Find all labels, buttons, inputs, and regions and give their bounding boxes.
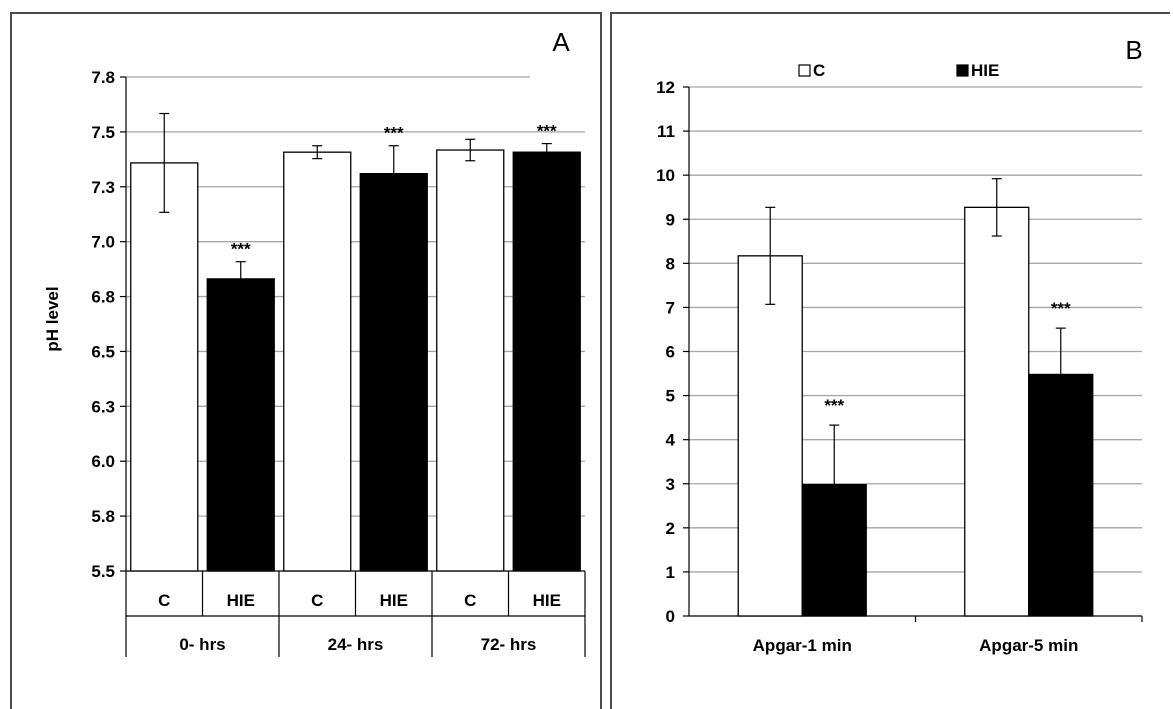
significance-marker: *** xyxy=(824,396,844,415)
y-axis-label: pH level xyxy=(43,286,62,351)
y-tick-label: 2 xyxy=(666,519,675,538)
significance-marker: *** xyxy=(537,122,557,141)
panel-letter-b: B xyxy=(1125,35,1142,65)
significance-marker: *** xyxy=(384,124,404,143)
legend-label-c: C xyxy=(813,61,825,80)
legend-swatch-hie xyxy=(956,64,969,77)
panel-letter-a: A xyxy=(552,27,570,57)
y-tick-label: 6.3 xyxy=(91,397,115,416)
x-tick-label: HIE xyxy=(227,591,255,610)
c-bar xyxy=(283,151,352,572)
y-tick-label: 6 xyxy=(666,343,675,362)
significance-marker: *** xyxy=(231,240,251,259)
y-tick-label: 7 xyxy=(666,298,675,317)
y-tick-label: 3 xyxy=(666,475,675,494)
y-tick-label: 7.8 xyxy=(91,68,115,87)
x-tick-label: C xyxy=(311,591,323,610)
y-tick-label: 7.3 xyxy=(91,178,115,197)
x-tick-label: C xyxy=(464,591,476,610)
group-label: 24- hrs xyxy=(328,635,384,654)
y-tick-label: 4 xyxy=(666,431,676,450)
group-label: 0- hrs xyxy=(179,635,225,654)
hie-bar xyxy=(512,151,581,572)
y-tick-label: 12 xyxy=(656,78,675,97)
legend-label-hie: HIE xyxy=(971,61,999,80)
hie-bar xyxy=(206,278,275,572)
y-tick-label: 0 xyxy=(666,607,675,626)
y-tick-label: 7.5 xyxy=(91,123,115,142)
y-tick-label: 7.0 xyxy=(91,233,115,252)
y-tick-label: 6.0 xyxy=(91,452,115,471)
c-bar xyxy=(130,162,199,572)
x-tick-label: Apgar-5 min xyxy=(979,636,1078,655)
significance-marker: *** xyxy=(1051,299,1071,318)
y-tick-label: 6.5 xyxy=(91,342,115,361)
x-tick-label: C xyxy=(158,591,170,610)
c-bar xyxy=(964,206,1030,617)
legend-swatch-c xyxy=(798,64,811,77)
y-tick-label: 1 xyxy=(666,563,675,582)
c-bar xyxy=(436,149,505,572)
y-tick-label: 11 xyxy=(657,122,675,141)
y-tick-label: 8 xyxy=(666,254,675,273)
y-tick-label: 6.8 xyxy=(91,288,115,307)
x-tick-label: HIE xyxy=(380,591,408,610)
group-label: 72- hrs xyxy=(481,635,537,654)
c-bar xyxy=(737,255,803,617)
y-tick-label: 5.5 xyxy=(91,562,115,581)
x-tick-label: HIE xyxy=(533,591,561,610)
hie-bar xyxy=(359,173,428,572)
y-tick-label: 5 xyxy=(666,387,675,406)
y-tick-label: 10 xyxy=(656,166,675,185)
y-tick-label: 5.8 xyxy=(91,507,115,526)
y-tick-label: 9 xyxy=(666,210,675,229)
x-tick-label: Apgar-1 min xyxy=(753,636,852,655)
